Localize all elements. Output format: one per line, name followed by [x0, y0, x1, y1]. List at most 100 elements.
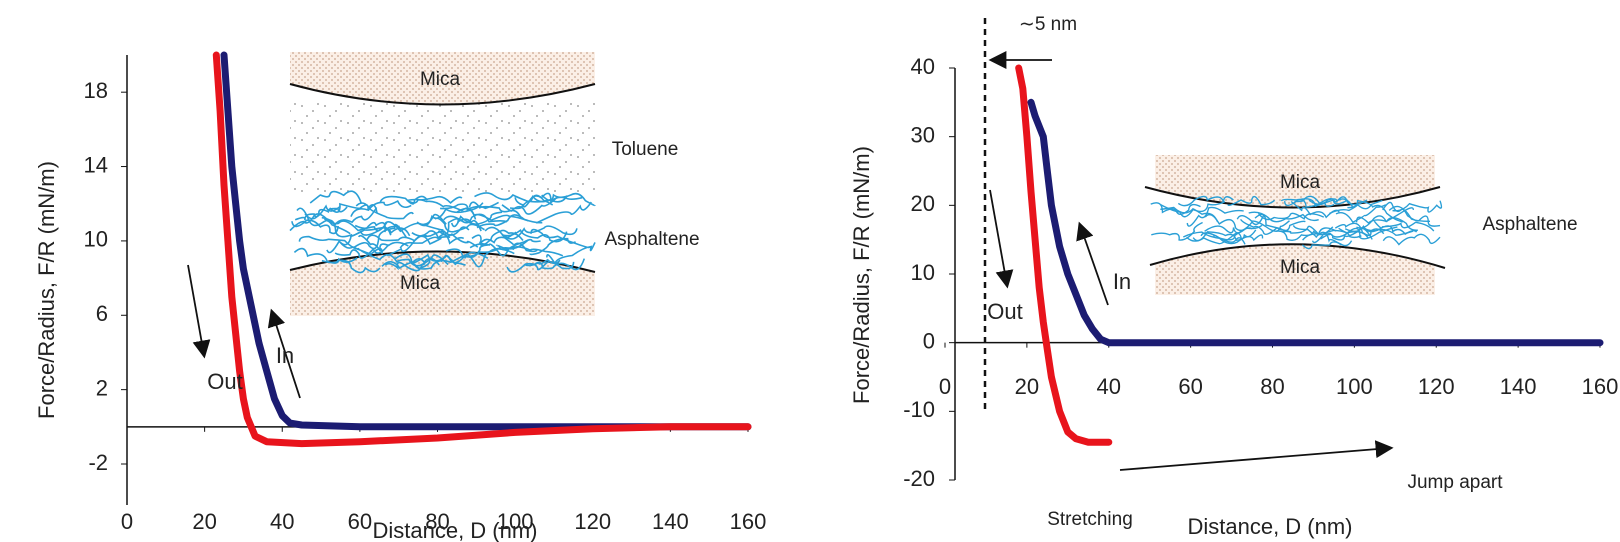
polymer-chain	[1373, 220, 1435, 232]
polymer-chain	[298, 235, 360, 250]
x-tick-label: 140	[1500, 374, 1537, 399]
x-tick-label: 0	[939, 374, 951, 399]
polymer-chain	[535, 201, 592, 224]
polymer-chain	[1151, 221, 1203, 241]
y-tick-label: 10	[84, 227, 108, 252]
y-tick-label: -10	[903, 397, 935, 422]
polymer-chain	[1177, 195, 1234, 207]
annotation: ∼5 nm	[1019, 14, 1077, 35]
annotation: Toluene	[612, 139, 679, 160]
polymer-chain	[424, 224, 479, 248]
y-tick-label: -20	[903, 466, 935, 491]
data-line	[1015, 64, 1113, 446]
inset-right	[1144, 155, 1446, 295]
y-tick-label: 10	[911, 260, 935, 285]
data-line	[220, 51, 752, 431]
polymer-chain	[1338, 226, 1398, 240]
polymer-chain	[1160, 200, 1226, 214]
polymer-chain	[381, 257, 440, 270]
polymer-chain	[1186, 232, 1243, 245]
polymer-chain	[321, 259, 381, 274]
polymer-chain	[294, 204, 341, 221]
polymer-chain	[386, 235, 442, 257]
polymer-chain	[379, 195, 428, 205]
polymer-chain	[1200, 229, 1257, 243]
polymer-chain	[469, 239, 529, 257]
x-tick-label: 20	[1015, 374, 1039, 399]
polymer-chain	[474, 192, 548, 203]
x-tick-label: 160	[730, 509, 767, 534]
x-tick-label: 80	[1260, 374, 1284, 399]
x-tick-label: 120	[1418, 374, 1455, 399]
polymer-chain	[1382, 233, 1441, 246]
y-axis-title: Force/Radius, F/R (mN/m)	[34, 161, 59, 419]
polymer-chain	[501, 196, 559, 215]
series-label: Out	[987, 299, 1022, 324]
polymer-chain	[408, 195, 463, 205]
polymer-chain	[440, 201, 499, 212]
x-tick-label: 100	[1336, 374, 1373, 399]
polymer-chain	[1275, 226, 1334, 241]
polymer-chain	[411, 253, 466, 266]
y-tick-label: 14	[84, 152, 108, 177]
x-tick-label: 40	[270, 509, 294, 534]
polymer-chain	[296, 207, 353, 238]
y-tick-label: 40	[911, 54, 935, 79]
x-tick-label: 60	[348, 509, 372, 534]
polymer-chain	[309, 190, 362, 204]
annotation: Mica	[1280, 257, 1321, 278]
polymer-chain	[1329, 199, 1383, 215]
y-tick-label: 18	[84, 78, 108, 103]
y-tick-label: 0	[923, 328, 935, 353]
polymer-chain	[445, 247, 515, 258]
polymer-chain	[1392, 200, 1443, 213]
polymer-chain	[468, 201, 522, 219]
polymer-chain	[416, 202, 484, 227]
polymer-chain	[354, 221, 400, 233]
polymer-chain	[1284, 198, 1349, 208]
x-tick-label: 140	[652, 509, 689, 534]
y-tick-label: 30	[911, 122, 935, 147]
series-label: In	[276, 343, 294, 368]
annotation: Stretching	[1047, 509, 1133, 530]
y-tick-label: 2	[96, 375, 108, 400]
polymer-chain	[350, 200, 412, 217]
x-tick-label: 40	[1097, 374, 1121, 399]
arrows	[187, 18, 1394, 471]
annotation: Mica	[1280, 172, 1321, 193]
polymer-chain	[524, 261, 575, 271]
polymer-chain	[1356, 207, 1414, 229]
x-tick-label: 100	[497, 509, 534, 534]
polymer-chain	[291, 219, 339, 235]
polymer-chain	[304, 206, 348, 220]
polymer-chain	[1248, 211, 1319, 223]
polymer-chain	[476, 214, 543, 229]
polymer-chain	[546, 242, 596, 266]
polymer-chain	[1320, 227, 1373, 241]
annotation: Asphaltene	[604, 229, 699, 250]
polymer-chain	[1347, 199, 1404, 223]
polymer-chain	[514, 195, 568, 208]
polymer-chain	[1301, 240, 1353, 250]
x-tick-label: 20	[192, 509, 216, 534]
x-tick-label: 80	[425, 509, 449, 534]
polymer-chain	[495, 238, 541, 251]
polymer-chain	[1254, 213, 1306, 232]
y-axis-title: Force/Radius, F/R (mN/m)	[849, 146, 874, 404]
polymer-chain	[530, 228, 590, 249]
polymer-chain	[504, 225, 578, 240]
polymer-chain	[443, 213, 508, 224]
data-line	[212, 51, 752, 448]
polymer-chain	[334, 244, 390, 259]
y-tick-label: 6	[96, 301, 108, 326]
polymer-chain	[1227, 195, 1276, 207]
polymer-chain	[1186, 206, 1244, 227]
polymer-chain	[1236, 215, 1290, 232]
polymer-chain	[434, 217, 485, 233]
polymer-chain	[506, 258, 561, 273]
annotation: Mica	[420, 69, 461, 90]
polymer-chain	[394, 253, 449, 270]
polymer-chain	[399, 236, 451, 249]
polymer-chain	[384, 259, 431, 272]
